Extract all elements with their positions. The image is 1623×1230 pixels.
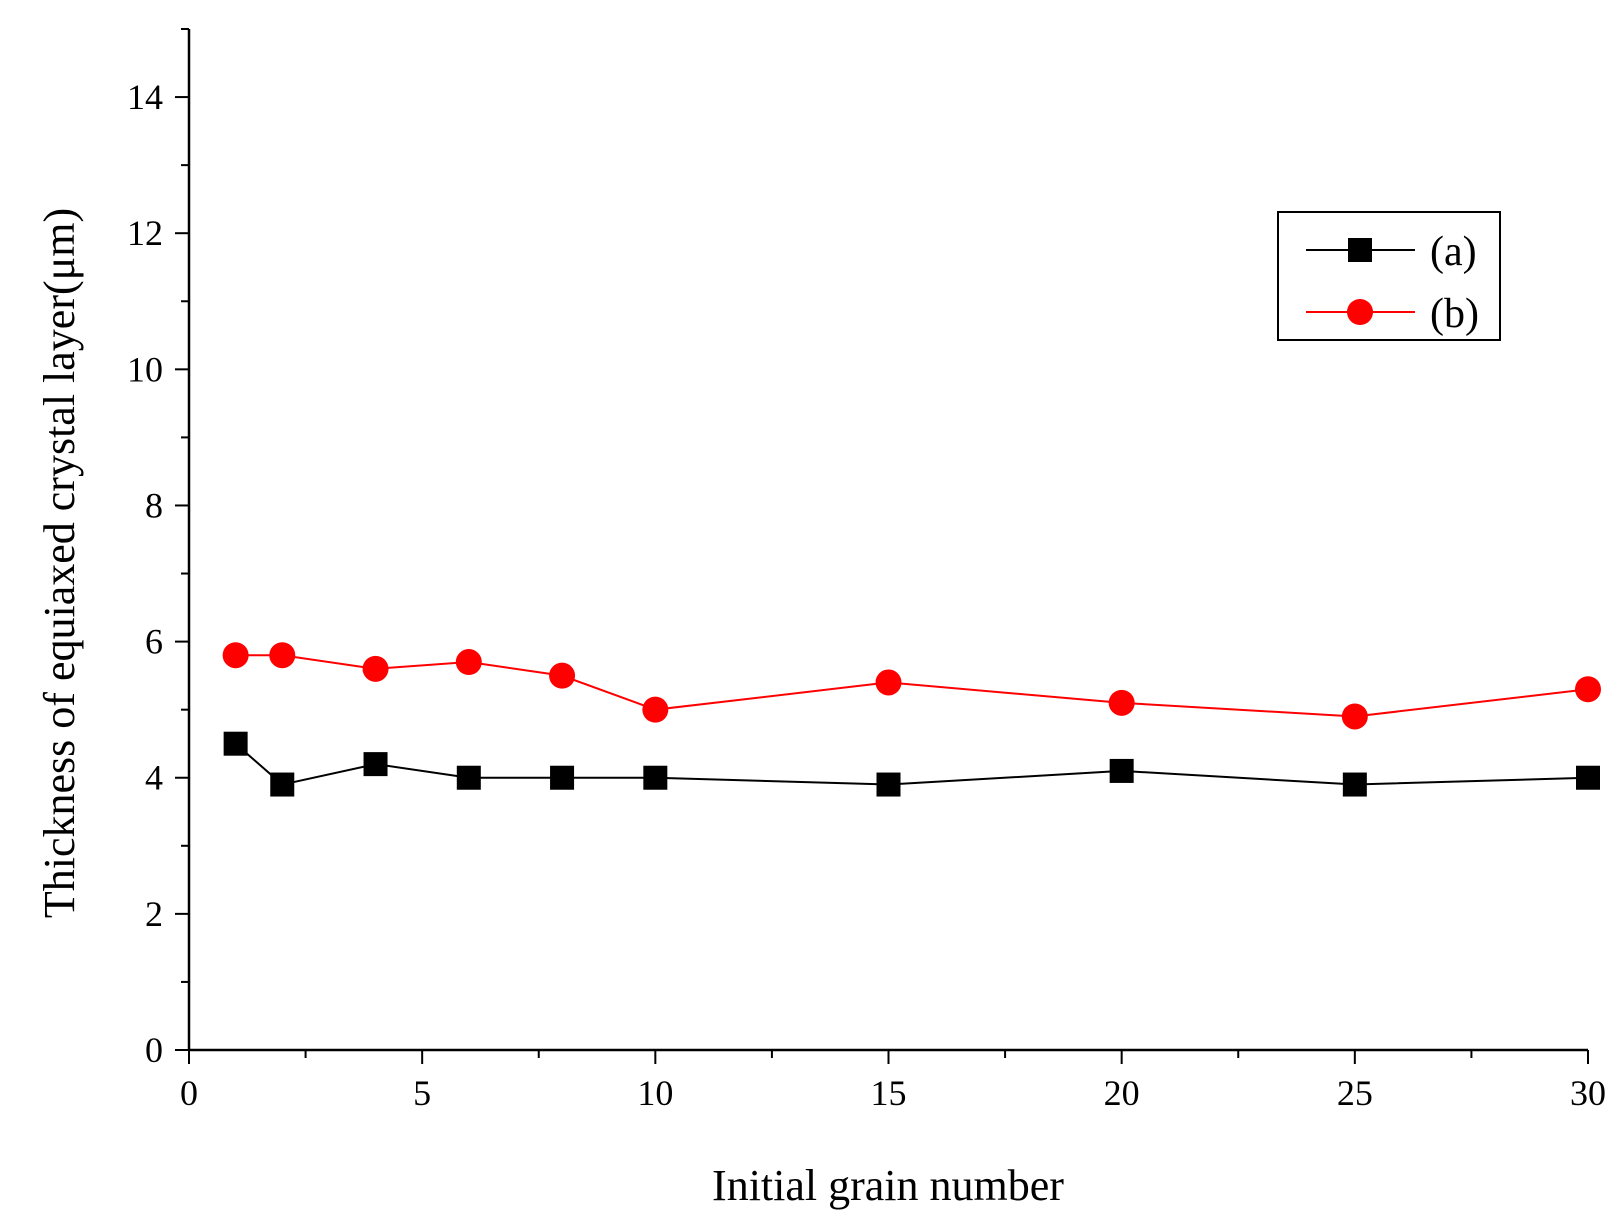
- x-tick-label: 20: [1104, 1073, 1140, 1113]
- series-b: [222, 642, 1601, 730]
- y-ticks: 0 2 4 6 8 10 12 14: [127, 28, 189, 1070]
- axes: [187, 29, 1588, 1052]
- x-tick-label: 15: [871, 1073, 907, 1113]
- data-point: [1575, 676, 1601, 703]
- y-tick-label: 8: [145, 485, 163, 525]
- legend-box: [1277, 211, 1501, 341]
- x-axis-title: Initial grain number: [712, 1161, 1064, 1210]
- data-point: [223, 731, 248, 756]
- series-line: [234, 742, 1589, 786]
- data-point: [1341, 703, 1368, 730]
- data-point: [222, 642, 249, 669]
- y-tick-label: 4: [145, 758, 163, 798]
- data-point: [643, 765, 668, 790]
- y-tick-label: 2: [145, 894, 163, 934]
- legend-marker-a: [1348, 238, 1372, 262]
- x-tick-label: 30: [1570, 1073, 1606, 1113]
- y-tick-label: 10: [127, 349, 163, 389]
- data-point: [876, 772, 901, 797]
- data-point: [549, 662, 576, 689]
- legend-marker-b: [1347, 299, 1373, 325]
- data-point: [456, 765, 481, 790]
- data-point: [269, 642, 296, 669]
- data-point: [1109, 758, 1134, 783]
- data-point: [1108, 689, 1135, 716]
- data-point: [455, 649, 482, 676]
- legend-label-b: (b): [1430, 291, 1479, 337]
- series-a: [223, 731, 1600, 797]
- legend: (a) (b): [1277, 211, 1501, 341]
- data-point: [875, 669, 902, 696]
- data-point: [362, 655, 389, 682]
- x-tick-label: 10: [637, 1073, 673, 1113]
- data-point: [550, 765, 575, 790]
- y-tick-label: 0: [145, 1030, 163, 1070]
- x-ticks: 0 5 10 15 20 25 30: [180, 1050, 1606, 1113]
- legend-label-a: (a): [1430, 229, 1477, 275]
- data-point: [1342, 772, 1367, 797]
- x-tick-label: 5: [413, 1073, 431, 1113]
- y-axis-title: Thickness of equiaxed crystal layer(μm): [35, 208, 84, 918]
- y-tick-label: 14: [127, 77, 163, 117]
- y-tick-label: 6: [145, 622, 163, 662]
- x-tick-label: 0: [180, 1073, 198, 1113]
- series-layer: [222, 642, 1601, 797]
- data-point: [642, 696, 669, 723]
- x-tick-label: 25: [1337, 1073, 1373, 1113]
- y-tick-label: 12: [127, 213, 163, 253]
- data-point: [363, 752, 388, 777]
- data-point: [270, 772, 295, 797]
- data-point: [1576, 765, 1600, 790]
- series-line: [235, 654, 1589, 718]
